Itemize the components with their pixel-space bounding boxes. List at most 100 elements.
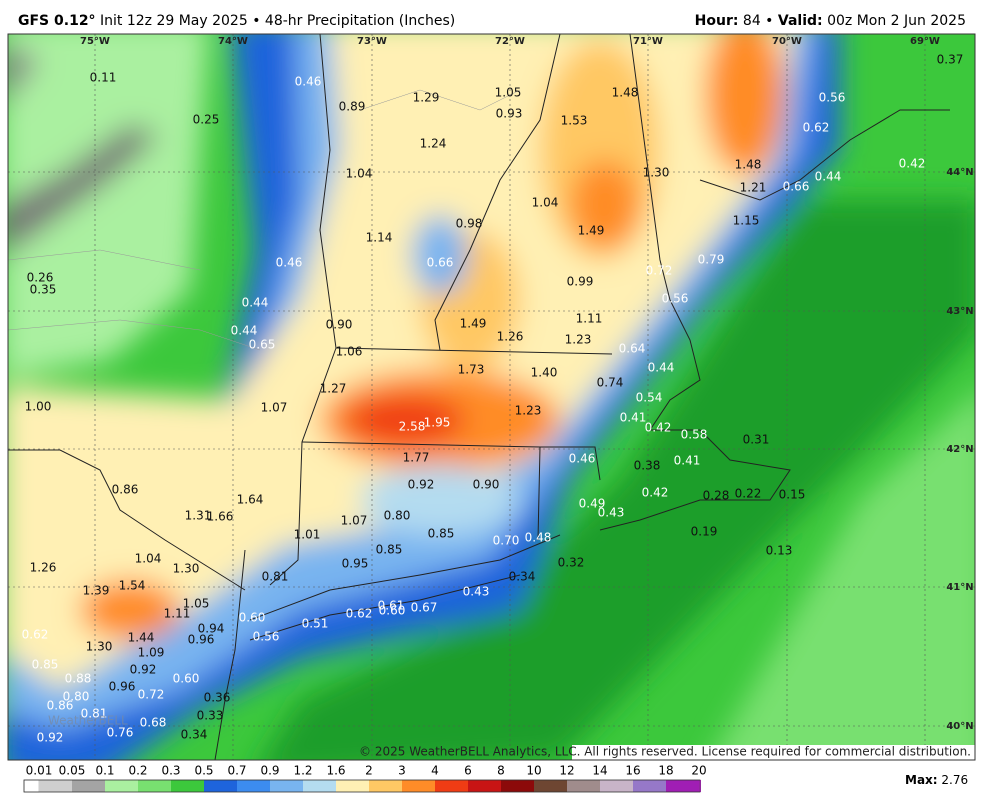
precip-value: 0.93 [496,107,523,121]
precip-value: 1.04 [532,196,559,210]
precip-value: 1.44 [128,631,155,645]
precip-value: 0.76 [107,726,134,740]
legend-swatch [303,780,336,792]
precip-value: 1.49 [578,224,605,238]
latitude-label: 42°N [946,444,973,455]
legend-label: 0.01 [26,764,53,778]
precip-value: 1.05 [183,597,210,611]
legend-swatch [369,780,402,792]
longitude-label: 69°W [910,36,940,47]
legend-label: 12 [559,764,574,778]
precip-value: 2.58 [399,420,426,434]
precip-value: 0.96 [188,633,215,647]
precip-value: 0.90 [326,318,353,332]
precip-value: 0.11 [90,71,117,85]
legend-swatch [23,779,40,793]
copyright-box [572,745,975,760]
precip-value: 0.60 [173,672,200,686]
legend-swatch [237,780,270,792]
precip-value: 1.06 [336,345,363,359]
lat-lon-grid [8,34,975,760]
legend-swatch [402,780,435,792]
legend-label: 16 [625,764,640,778]
precip-value: 0.36 [204,691,231,705]
precip-value: 0.85 [32,658,59,672]
precip-value: 0.46 [569,452,596,466]
precip-value: 0.41 [674,454,701,468]
longitude-label: 73°W [357,36,387,47]
precip-value: 0.66 [783,180,810,194]
precip-value: 0.72 [138,688,165,702]
precip-value: 0.60 [379,604,406,618]
legend-frame [23,779,701,793]
legend-label: 1.2 [293,764,312,778]
precip-field [8,34,975,760]
precip-value: 0.99 [567,275,594,289]
precip-value: 1.11 [576,312,603,326]
precip-value: 0.44 [648,361,675,375]
state-borders [8,34,950,760]
precip-value: 0.94 [198,622,225,636]
legend: 0.01 0.05 0.1 0.2 0.3 0.5 0.7 0.9 1.2 1.6 2 3 4 6 8 10 1… [23,764,707,793]
latitude-label: 40°N [946,721,973,732]
precip-value: 1.77 [403,451,430,465]
latitude-label: 43°N [946,306,973,317]
precip-value: 0.34 [509,570,536,584]
precip-value: 1.66 [207,510,234,524]
precip-value: 1.11 [164,607,191,621]
precip-value: 0.92 [408,478,435,492]
precip-value: 1.07 [341,514,368,528]
precip-value: 1.01 [294,528,321,542]
precip-value: 0.32 [558,556,585,570]
longitude-label: 74°W [218,36,248,47]
precip-value: 0.28 [703,489,730,503]
precip-value: 1.73 [458,363,485,377]
legend-swatch [435,780,468,792]
valid-label: Valid: [778,13,823,29]
legend-label: 0.7 [227,764,246,778]
precip-value: 0.26 [27,271,54,285]
legend-label: 14 [592,764,607,778]
title: Init 12z 29 May 2025 • 48-hr Precipitati… [100,13,455,29]
precip-value: 0.37 [937,53,964,67]
precip-value: 0.42 [642,486,669,500]
precip-value: 0.66 [427,256,454,270]
legend-label: 6 [464,764,472,778]
precip-value: 0.61 [378,599,405,613]
longitude-label: 75°W [80,36,110,47]
precip-value: 0.89 [339,100,366,114]
precip-value: 0.85 [376,543,403,557]
precip-value: 0.62 [803,121,830,135]
legend-label: 3 [398,764,406,778]
map-labels: 75°W 74°W 73°W 72°W 71°W 70°W 69°W 44°N 43°N 42°N… [22,36,974,745]
copyright: © 2025 WeatherBELL Analytics, LLC. All r… [359,745,971,759]
model: GFS 0.12° [18,13,96,29]
precip-value: 1.30 [643,166,670,180]
legend-label: 4 [431,764,439,778]
legend-label: 0.1 [95,764,114,778]
precip-value: 0.74 [597,376,624,390]
longitude-label: 71°W [633,36,663,47]
precip-value: 1.21 [740,181,767,195]
precip-value: 1.30 [86,640,113,654]
legend-label: 8 [497,764,505,778]
precip-value: 0.31 [743,433,770,447]
precip-value: 0.62 [346,607,373,621]
precip-value: 0.86 [112,483,139,497]
precip-value: 1.26 [497,330,524,344]
precip-value: 0.48 [525,531,552,545]
precip-value: 0.67 [411,601,438,615]
precip-value: 0.42 [645,421,672,435]
precip-value: 0.70 [493,534,520,548]
precip-value: 0.79 [698,253,725,267]
precip-value: 0.35 [30,283,57,297]
precip-value: 1.40 [531,366,558,380]
legend-swatch [567,780,600,792]
precip-value: 1.05 [495,86,522,100]
precip-value: 0.90 [473,478,500,492]
precip-value: 0.72 [646,264,673,278]
legend-swatch [666,780,699,792]
precip-value: 1.23 [515,404,542,418]
precip-value: 0.46 [276,256,303,270]
